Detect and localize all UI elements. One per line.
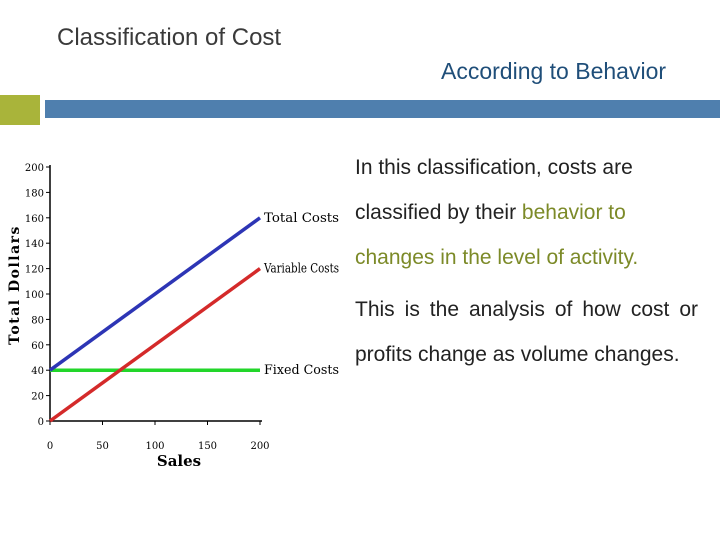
y-tick-label: 20	[31, 392, 44, 403]
y-tick-label: 200	[25, 163, 44, 174]
y-axis-label: Total Dollars	[7, 225, 23, 345]
slide-subtitle: According to Behavior	[441, 58, 667, 84]
chart-axes	[49, 165, 262, 422]
cost-behavior-chart: 0 20 40 60 80 100 120 140 160 180 200 0 50 100 150 200…	[7, 163, 339, 470]
x-tick-label: 0	[47, 441, 53, 452]
x-tick-label: 100	[145, 441, 164, 452]
x-tick-label: 200	[250, 441, 269, 452]
total-costs-label: Total Costs	[264, 211, 339, 226]
variable-costs-line	[48, 267, 262, 423]
x-axis-ticks: 0 50 100 150 200	[47, 421, 270, 452]
body-text: In this classification, costs are classi…	[355, 145, 698, 377]
y-tick-label: 60	[31, 341, 44, 352]
series-lines	[48, 216, 262, 423]
paragraph-analysis: This is the analysis of how cost or prof…	[355, 298, 698, 366]
y-tick-label: 100	[25, 290, 44, 301]
y-tick-label: 0	[38, 417, 44, 428]
accent-bar	[45, 100, 720, 118]
total-costs-line	[48, 216, 262, 372]
slide-title: Classification of Cost	[57, 24, 282, 51]
y-tick-label: 180	[25, 188, 44, 199]
x-tick-label: 50	[96, 441, 109, 452]
series-labels: Total Costs Variable Costs Fixed Costs	[263, 211, 339, 378]
paragraph-classification-text: In this classification, costs are classi…	[355, 156, 633, 224]
y-axis-ticks: 0 20 40 60 80 100 120 140 160 180 200	[25, 163, 50, 428]
variable-costs-label: Variable Costs	[263, 262, 339, 277]
y-tick-label: 120	[25, 265, 44, 276]
y-tick-label: 80	[31, 315, 44, 326]
y-tick-label: 40	[31, 366, 44, 377]
highlighted-phrase: behavior to changes in the level of acti…	[355, 201, 639, 269]
x-tick-label: 150	[198, 441, 217, 452]
paragraph-classification: In this classification, costs are classi…	[355, 145, 698, 280]
fixed-costs-label: Fixed Costs	[264, 363, 339, 378]
y-tick-label: 160	[25, 214, 44, 225]
x-axis-label: Sales	[157, 452, 201, 470]
accent-square	[0, 95, 40, 125]
y-tick-label: 140	[25, 239, 44, 250]
